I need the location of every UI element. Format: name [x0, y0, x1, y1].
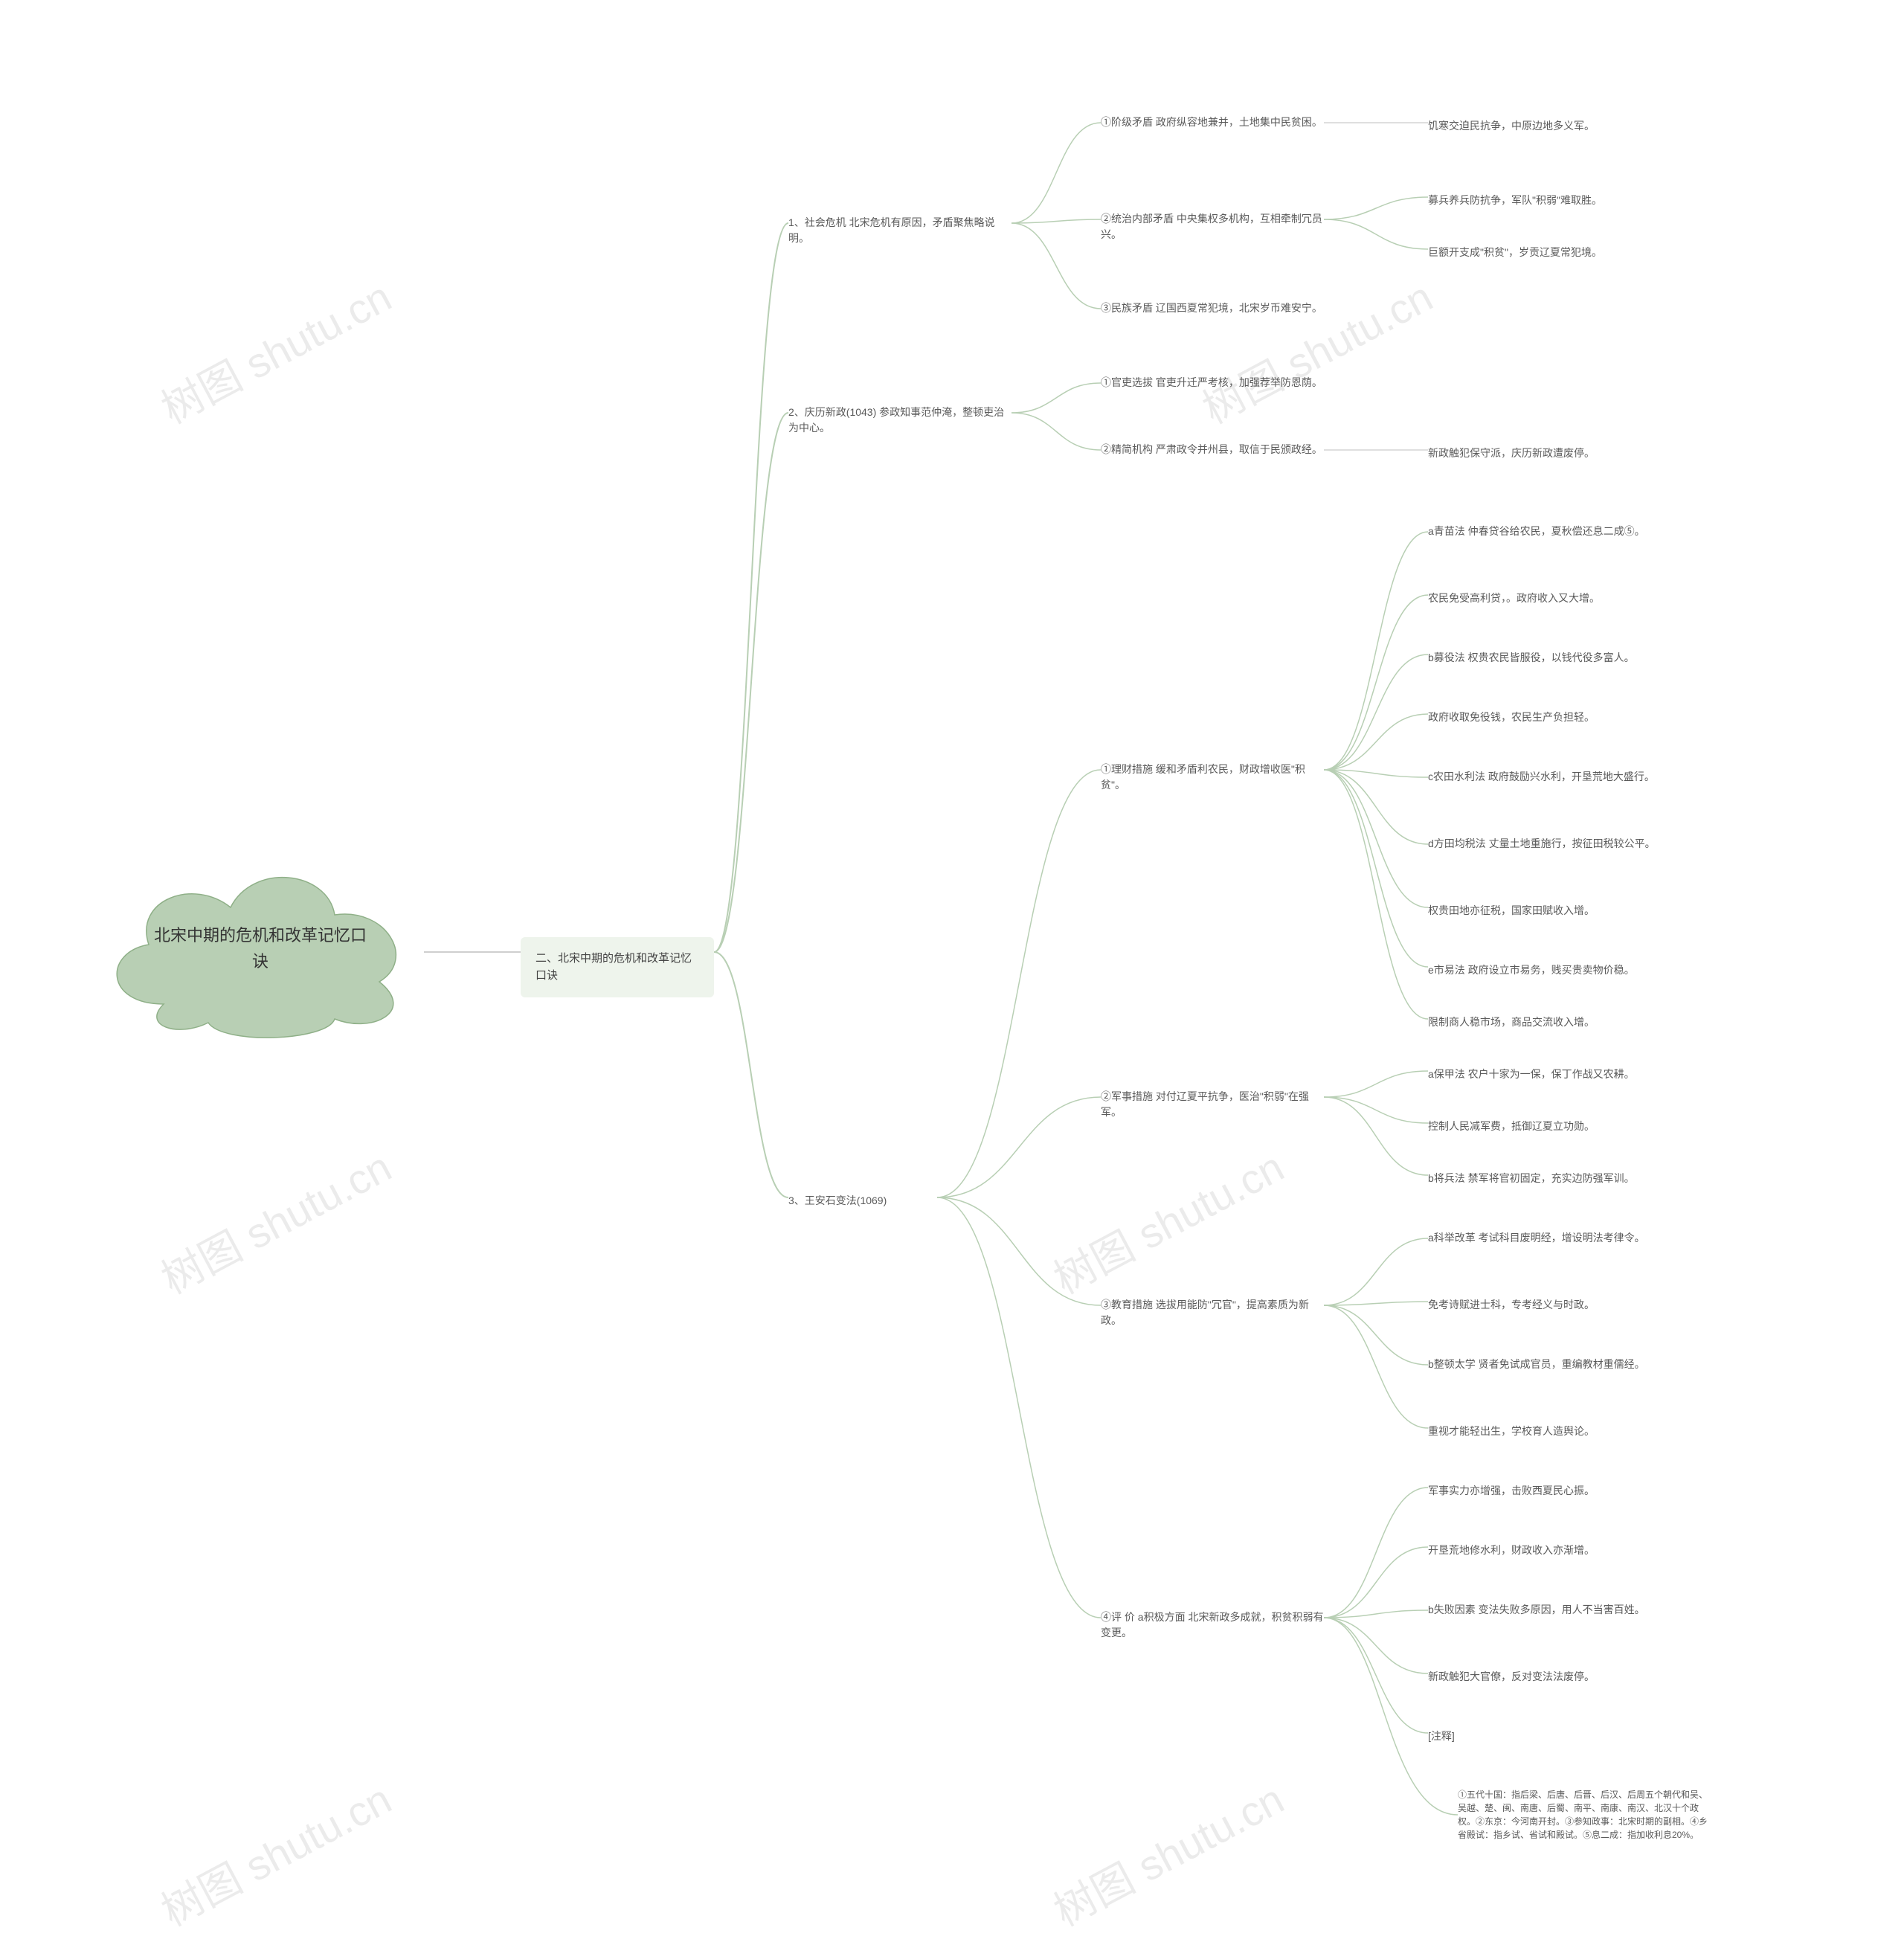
leaf-node: b失败因素 变法失败多原因，用人不当害百姓。	[1428, 1599, 1666, 1621]
level3-node: ①理财措施 缓和矛盾利农民，财政增收医"积贫"。	[1101, 759, 1324, 796]
watermark: 树图 shutu.cn	[1191, 264, 1442, 436]
level3-node: ④评 价 a积极方面 北宋新政多成就，积贫积弱有变更。	[1101, 1607, 1324, 1644]
level3-node: ②统治内部矛盾 中央集权多机构，互相牵制冗员兴。	[1101, 208, 1324, 245]
leaf-node: b将兵法 禁军将官初固定，充实边防强军训。	[1428, 1168, 1666, 1189]
leaf-node: 限制商人稳市场，商品交流收入增。	[1428, 1012, 1651, 1033]
leaf-node: a青苗法 仲春贷谷给农民，夏秋偿还息二成⑤。	[1428, 521, 1666, 542]
level3-node: ①官吏选拔 官吏升迁严考核，加强荐举防恩荫。	[1101, 372, 1324, 393]
leaf-node: 巨额开支成"积贫"，岁贡辽夏常犯境。	[1428, 242, 1651, 263]
leaf-node: c农田水利法 政府鼓励兴水利，开垦荒地大盛行。	[1428, 766, 1666, 788]
leaf-node: b募役法 权贵农民皆服役，以钱代役多富人。	[1428, 647, 1666, 669]
leaf-node: 免考诗赋进士科，专考经义与时政。	[1428, 1294, 1651, 1316]
level2-node: 1、社会危机 北宋危机有原因，矛盾聚焦略说明。	[788, 212, 1012, 249]
leaf-node: 军事实力亦增强，击败西夏民心振。	[1428, 1480, 1651, 1502]
leaf-node: [注释]	[1428, 1726, 1651, 1747]
leaf-node: a科举改革 考试科目废明经，增设明法考律令。	[1428, 1227, 1666, 1249]
watermark: 树图 shutu.cn	[149, 1134, 401, 1306]
level3-node: ①阶级矛盾 政府纵容地兼并，土地集中民贫困。	[1101, 112, 1324, 133]
leaf-node: b整顿太学 贤者免试成官员，重编教材重儒经。	[1428, 1354, 1666, 1375]
root-title: 北宋中期的危机和改革记忆口诀	[149, 922, 372, 974]
watermark: 树图 shutu.cn	[1042, 1134, 1293, 1306]
leaf-node: 开垦荒地修水利，财政收入亦渐增。	[1428, 1540, 1651, 1561]
leaf-node: 农民免受高利贷，。政府收入又大增。	[1428, 588, 1651, 609]
leaf-node: d方田均税法 丈量土地重施行，按征田税较公平。	[1428, 833, 1666, 855]
leaf-node: 控制人民减军费，抵御辽夏立功勋。	[1428, 1116, 1651, 1137]
leaf-node: e市易法 政府设立市易务，贱买贵卖物价稳。	[1428, 959, 1666, 981]
level3-node: ③民族矛盾 辽国西夏常犯境，北宋岁币难安宁。	[1101, 298, 1324, 319]
level3-node: ③教育措施 选拔用能防"冗官"，提高素质为新政。	[1101, 1294, 1324, 1331]
leaf-node: 重视才能轻出生，学校育人造舆论。	[1428, 1421, 1651, 1442]
level2-node: 3、王安石变法(1069)	[788, 1190, 1012, 1212]
level2-node: 2、庆历新政(1043) 参政知事范仲淹，整顿吏治为中心。	[788, 402, 1012, 439]
level1-node: 二、北宋中期的危机和改革记忆口诀	[521, 937, 714, 997]
leaf-node: 募兵养兵防抗争，军队"积弱"难取胜。	[1428, 190, 1651, 211]
leaf-node: 权贵田地亦征税，国家田赋收入增。	[1428, 900, 1651, 922]
watermark: 树图 shutu.cn	[149, 1766, 401, 1938]
watermark: 树图 shutu.cn	[1042, 1766, 1293, 1938]
level3-node: ②精简机构 严肃政令并州县，取信于民颁政经。	[1101, 439, 1324, 460]
level3-node: ②军事措施 对付辽夏平抗争，医治"积弱"在强军。	[1101, 1086, 1324, 1123]
leaf-node: 新政触犯保守派，庆历新政遭废停。	[1428, 443, 1651, 464]
leaf-node: ①五代十国：指后梁、后唐、后晋、后汉、后周五个朝代和吴、吴越、楚、闽、南唐、后蜀…	[1458, 1785, 1711, 1845]
leaf-node: 饥寒交迫民抗争，中原边地多义军。	[1428, 115, 1651, 137]
leaf-node: 新政触犯大官僚，反对变法法废停。	[1428, 1666, 1651, 1688]
leaf-node: 政府收取免役钱，农民生产负担轻。	[1428, 707, 1651, 728]
watermark: 树图 shutu.cn	[149, 264, 401, 436]
leaf-node: a保甲法 农户十家为一保，保丁作战又农耕。	[1428, 1064, 1666, 1085]
